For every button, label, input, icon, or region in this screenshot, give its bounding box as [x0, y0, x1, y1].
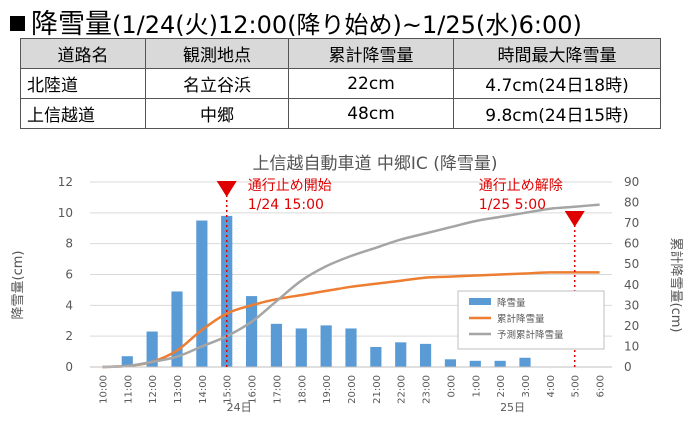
- y-tick-label-right: 20: [624, 319, 639, 333]
- series-line: [102, 271, 600, 369]
- snowfall-bar: [419, 343, 432, 367]
- y-tick-label-right: 40: [624, 278, 639, 292]
- snowfall-bar: [444, 359, 457, 367]
- x-tick-label: 0:00: [446, 375, 457, 397]
- right-axis: 0 10 20 30 40 50 60 70 80 90: [624, 175, 639, 374]
- series-lines: [102, 203, 600, 369]
- annotation-label: 1/24 15:00: [248, 197, 324, 213]
- y-tick-label-right: 60: [624, 237, 639, 251]
- y-tick-label-right: 30: [624, 298, 639, 312]
- y-tick-label-right: 50: [624, 257, 639, 271]
- day-label: 24日: [227, 401, 252, 414]
- x-tick-label: 15:00: [223, 375, 234, 404]
- y-tick-label-right: 80: [624, 196, 639, 210]
- square-bullet-icon: [10, 16, 25, 31]
- heading: 降雪量(1/24(火)12:00(降り始め)~1/25(水)6:00): [10, 2, 582, 41]
- x-tick-label: 14:00: [198, 375, 209, 404]
- snowfall-bar: [345, 328, 357, 367]
- snowfall-bar: [295, 328, 307, 367]
- snowfall-bar: [196, 220, 208, 367]
- x-tick-label: 21:00: [372, 375, 383, 404]
- table-cell: 4.7cm(24日18時): [453, 68, 661, 99]
- y-tick-label-right: 10: [624, 339, 639, 353]
- legend-swatch: [469, 298, 491, 305]
- annotation-label: 通行止め解除: [479, 178, 563, 194]
- table-cell: 名立谷浜: [145, 68, 289, 99]
- heading-title: 降雪量: [31, 9, 112, 40]
- table-cell: 22cm: [288, 68, 454, 99]
- table-row: 上信越道 中郷 48cm 9.8cm(24日15時): [20, 98, 661, 129]
- x-tick-label: 19:00: [322, 375, 333, 404]
- series-line: [102, 203, 600, 369]
- snowfall-table: 道路名 観測地点 累計降雪量 時間最大降雪量 北陸道 名立谷浜 22cm 4.7…: [20, 38, 661, 129]
- snowfall-chart: 上信越自動車道 中郷IC (降雪量) 0 2 4 6 8 10 12 0 10 20 30 40 50…: [11, 154, 684, 414]
- table-cell: 中郷: [145, 98, 289, 129]
- legend-label: 累計降雪量: [497, 313, 545, 325]
- snowfall-bar: [270, 323, 283, 367]
- snowfall-bar: [320, 325, 332, 367]
- x-tick-label: 16:00: [248, 375, 259, 404]
- y-axis-label-right: 累計降雪量(cm): [668, 238, 684, 333]
- table-header-row: 道路名 観測地点 累計降雪量 時間最大降雪量: [20, 38, 661, 69]
- legend-label: 予測累計降雪量: [497, 329, 564, 341]
- chart-title: 上信越自動車道 中郷IC (降雪量): [253, 154, 498, 174]
- y-tick-label-right: 90: [624, 175, 639, 189]
- x-tick-label: 11:00: [123, 375, 134, 404]
- x-tick-label: 20:00: [347, 375, 358, 404]
- x-tick-label: 17:00: [272, 375, 283, 404]
- y-tick-label-left: 6: [65, 268, 73, 282]
- column-header: 累計降雪量: [288, 38, 454, 69]
- x-tick-label: 22:00: [397, 375, 408, 404]
- table-row: 北陸道 名立谷浜 22cm 4.7cm(24日18時): [20, 68, 661, 99]
- x-axis: 10:00 11:00 12:00 13:00 14:00 15:00 16:00 17:00…: [90, 366, 612, 414]
- y-axis-label-left: 降雪量(cm): [11, 251, 26, 320]
- table-cell: 北陸道: [20, 68, 146, 99]
- snowfall-bar: [370, 346, 382, 367]
- table-cell: 9.8cm(24日15時): [453, 98, 661, 129]
- snowfall-bar: [171, 291, 183, 367]
- annotations: 通行止め開始 1/24 15:00 通行止め解除 1/25 5:00: [216, 178, 585, 367]
- legend-label: 降雪量: [497, 297, 526, 309]
- heading-period: (1/24(火)12:00(降り始め)~1/25(水)6:00): [112, 11, 582, 39]
- y-tick-label-right: 0: [624, 360, 632, 374]
- annotation-label: 1/25 5:00: [479, 197, 546, 213]
- closure-marker-icon: [216, 181, 237, 197]
- x-tick-label: 12:00: [148, 375, 159, 404]
- snowfall-bar: [395, 342, 407, 367]
- y-tick-label-left: 8: [65, 237, 73, 251]
- y-tick-label-left: 10: [58, 206, 73, 220]
- day-label: 25日: [500, 401, 525, 414]
- table-cell: 48cm: [288, 98, 454, 129]
- x-tick-label: 18:00: [297, 375, 308, 404]
- y-tick-label-left: 2: [65, 329, 73, 343]
- annotation-label: 通行止め開始: [248, 178, 332, 194]
- snowfall-bar: [469, 360, 481, 367]
- y-tick-label-left: 12: [58, 175, 73, 189]
- x-tick-label: 10:00: [98, 375, 109, 404]
- column-header: 時間最大降雪量: [453, 38, 661, 69]
- column-header: 観測地点: [145, 38, 289, 69]
- x-tick-label: 4:00: [546, 375, 557, 397]
- snowfall-bar: [494, 360, 506, 367]
- y-tick-label-right: 70: [624, 216, 639, 230]
- snowfall-bar: [519, 357, 531, 367]
- snowfall-bar: [121, 356, 133, 367]
- snowfall-bar: [245, 296, 258, 367]
- column-header: 道路名: [20, 38, 146, 69]
- x-tick-label: 13:00: [173, 375, 184, 404]
- y-tick-label-left: 4: [65, 298, 73, 312]
- x-tick-label: 5:00: [571, 375, 582, 397]
- x-tick-label: 2:00: [496, 375, 507, 397]
- closure-marker-icon: [564, 211, 585, 227]
- snowfall-bar: [146, 331, 158, 367]
- x-tick-label: 3:00: [521, 375, 532, 397]
- x-tick-label: 1:00: [471, 375, 482, 397]
- left-axis: 0 2 4 6 8 10 12: [58, 175, 73, 374]
- y-tick-label-left: 0: [65, 360, 73, 374]
- x-tick-label: 6:00: [596, 375, 607, 397]
- table-cell: 上信越道: [20, 98, 146, 129]
- x-tick-label: 23:00: [422, 375, 433, 404]
